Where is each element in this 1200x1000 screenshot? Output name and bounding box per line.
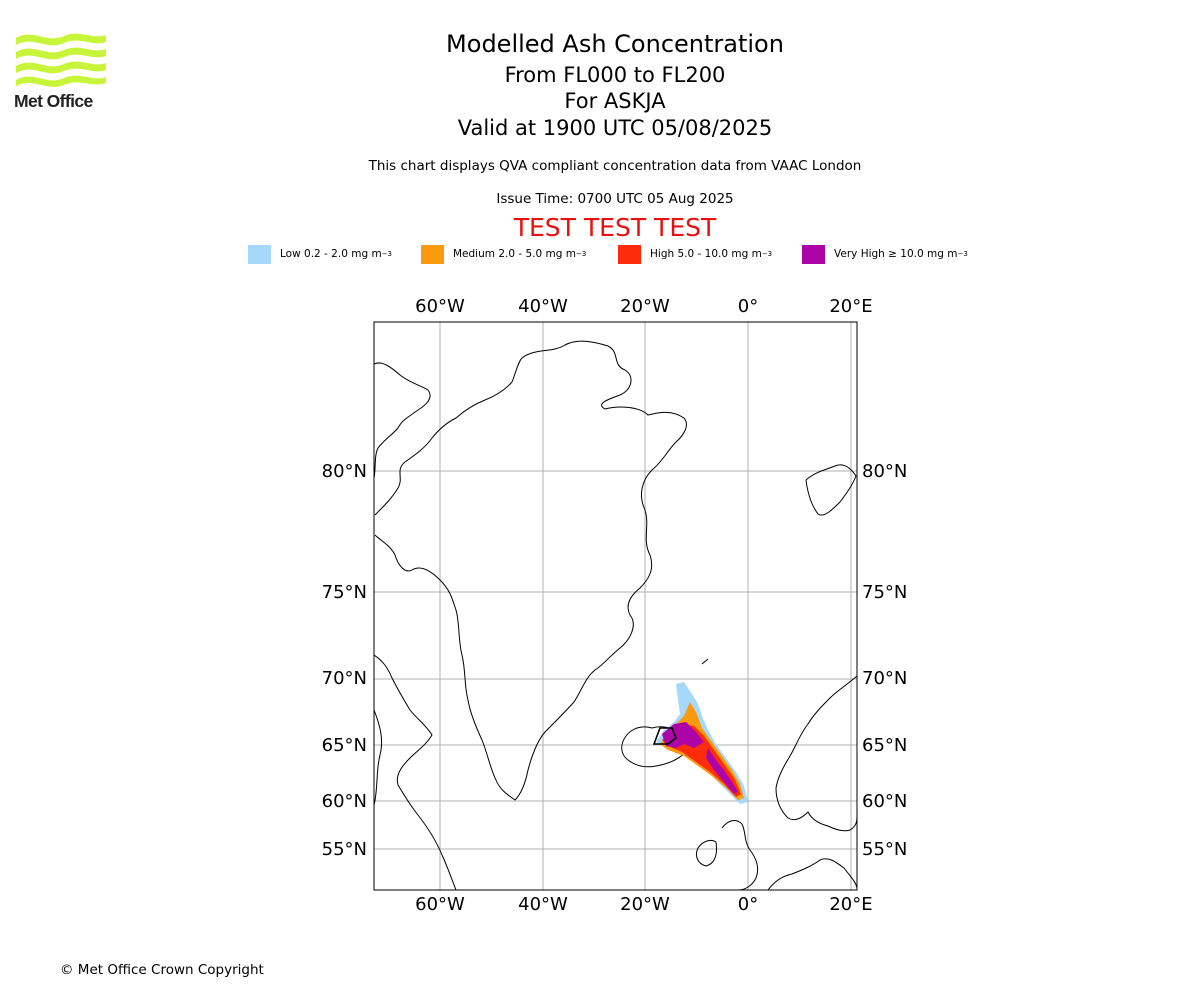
british-isles-coast: [695, 820, 759, 890]
volcano-source-polygon: [652, 727, 677, 745]
longitude-labels: 60°W 40°W 20°W 0° 20°E 60°W 40°W 20°W 0°…: [415, 296, 872, 915]
legend-unit-exponent: −3: [761, 250, 773, 258]
test-banner: TEST TEST TEST: [513, 213, 717, 242]
lon-label-top: 0°: [738, 296, 758, 317]
lon-label-bottom: 60°W: [415, 894, 465, 915]
lat-label-right: 65°N: [862, 735, 907, 756]
legend-item-low: Low 0.2 - 2.0 mg m −3: [248, 244, 392, 264]
legend-swatch-high: [618, 244, 641, 264]
ellesmere-coast: [374, 362, 431, 479]
chart-title: Modelled Ash Concentration: [446, 30, 784, 58]
valid-time: Valid at 1900 UTC 05/08/2025: [457, 116, 773, 140]
legend-label-high: High 5.0 - 10.0 mg m: [650, 248, 762, 260]
labrador-coast: [374, 709, 383, 806]
legend-item-medium: Medium 2.0 - 5.0 mg m −3: [421, 244, 586, 264]
legend-swatch-low: [248, 244, 271, 264]
lat-label-left: 80°N: [322, 461, 367, 482]
legend-unit-exponent: −3: [381, 250, 393, 258]
volcano-name: For ASKJA: [564, 89, 666, 113]
lat-label-left: 55°N: [322, 839, 367, 860]
latitude-labels: 80°N 75°N 70°N 65°N 60°N 55°N 80°N 75°N …: [322, 461, 908, 860]
lon-label-top: 20°W: [620, 296, 670, 317]
issue-time: Issue Time: 0700 UTC 05 Aug 2025: [496, 191, 734, 207]
lon-label-top: 40°W: [518, 296, 568, 317]
map-frame: [373, 321, 858, 891]
compliance-note: This chart displays QVA compliant concen…: [368, 158, 862, 174]
lon-label-top: 20°E: [829, 296, 872, 317]
jan-mayen-coast: [701, 658, 709, 665]
legend-item-high: High 5.0 - 10.0 mg m −3: [618, 244, 772, 264]
ash-cloud: [652, 682, 748, 804]
lat-label-left: 70°N: [322, 668, 367, 689]
legend-label-medium: Medium 2.0 - 5.0 mg m: [453, 248, 576, 260]
baffin-coast: [374, 654, 457, 890]
ash-area-very-high-tail: [706, 748, 738, 794]
lon-label-bottom: 20°W: [620, 894, 670, 915]
lon-label-bottom: 40°W: [518, 894, 568, 915]
legend-label-very-high: Very High ≥ 10.0 mg m: [834, 248, 958, 260]
legend-unit-exponent: −3: [575, 250, 587, 258]
met-office-logo: [16, 33, 106, 87]
lat-label-right: 70°N: [862, 668, 907, 689]
legend-swatch-medium: [421, 244, 444, 264]
lat-label-right: 60°N: [862, 791, 907, 812]
coastlines: [374, 340, 857, 890]
lat-label-right: 55°N: [862, 839, 907, 860]
lat-label-right: 75°N: [862, 582, 907, 603]
lat-label-left: 65°N: [322, 735, 367, 756]
lat-label-left: 75°N: [322, 582, 367, 603]
legend-item-very-high: Very High ≥ 10.0 mg m −3: [802, 244, 968, 264]
lat-label-left: 60°N: [322, 791, 367, 812]
flight-level-range: From FL000 to FL200: [504, 63, 726, 87]
logo-wordmark: Met Office: [14, 91, 93, 111]
scandinavia-coast: [775, 675, 857, 832]
svalbard-coast: [805, 464, 857, 516]
europe-coast: [767, 858, 857, 890]
lon-label-bottom: 20°E: [829, 894, 872, 915]
lon-label-top: 60°W: [415, 296, 465, 317]
greenland-coast: [374, 340, 687, 801]
legend-swatch-very-high: [802, 244, 825, 264]
lon-label-bottom: 0°: [738, 894, 758, 915]
legend-unit-exponent: −3: [957, 250, 968, 258]
legend-label-low: Low 0.2 - 2.0 mg m: [280, 248, 382, 260]
map-graticule: [374, 322, 857, 890]
copyright-notice: © Met Office Crown Copyright: [60, 962, 264, 978]
lat-label-right: 80°N: [862, 461, 907, 482]
